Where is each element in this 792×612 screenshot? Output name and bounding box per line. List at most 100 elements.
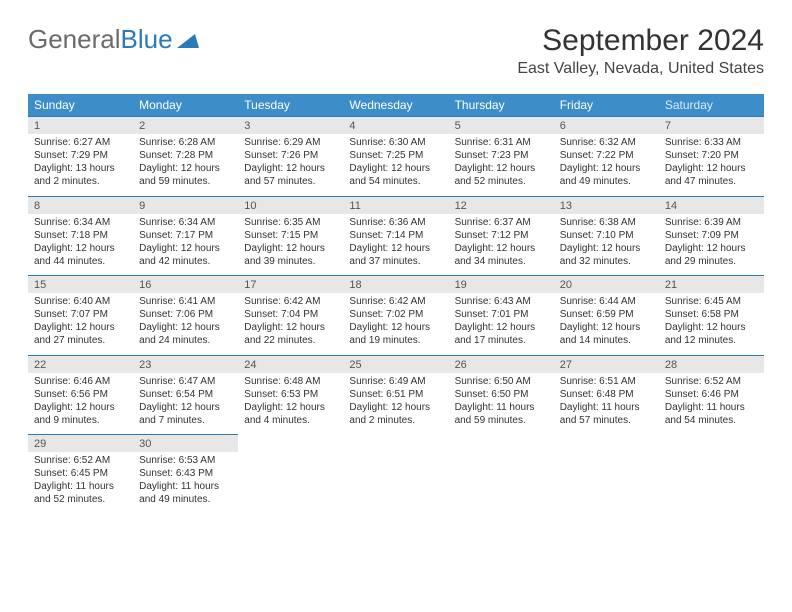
day-content: Sunrise: 6:42 AMSunset: 7:04 PMDaylight:… <box>238 293 343 355</box>
day-number: 2 <box>133 117 238 135</box>
week-content-row: Sunrise: 6:27 AMSunset: 7:29 PMDaylight:… <box>28 134 764 196</box>
sunrise-line: Sunrise: 6:32 AM <box>560 136 653 149</box>
day-content: Sunrise: 6:41 AMSunset: 7:06 PMDaylight:… <box>133 293 238 355</box>
empty-day-content <box>659 452 764 514</box>
day-content: Sunrise: 6:34 AMSunset: 7:18 PMDaylight:… <box>28 214 133 276</box>
sunrise-line: Sunrise: 6:48 AM <box>244 375 337 388</box>
sunrise-line: Sunrise: 6:30 AM <box>349 136 442 149</box>
sunrise-line: Sunrise: 6:42 AM <box>244 295 337 308</box>
day-header: Wednesday <box>343 94 448 117</box>
day-number: 23 <box>133 355 238 373</box>
sunrise-line: Sunrise: 6:46 AM <box>34 375 127 388</box>
sunset-line: Sunset: 7:17 PM <box>139 229 232 242</box>
daylight-line: Daylight: 12 hours and 24 minutes. <box>139 321 232 347</box>
daylight-line: Daylight: 12 hours and 29 minutes. <box>665 242 758 268</box>
logo-text-1: General <box>28 24 121 55</box>
empty-day-content <box>343 452 448 514</box>
day-content: Sunrise: 6:27 AMSunset: 7:29 PMDaylight:… <box>28 134 133 196</box>
day-number: 29 <box>28 435 133 453</box>
daylight-line: Daylight: 12 hours and 47 minutes. <box>665 162 758 188</box>
day-number: 26 <box>449 355 554 373</box>
daylight-line: Daylight: 12 hours and 39 minutes. <box>244 242 337 268</box>
day-number: 21 <box>659 276 764 294</box>
empty-day-number <box>343 435 448 453</box>
sunrise-line: Sunrise: 6:50 AM <box>455 375 548 388</box>
sunset-line: Sunset: 7:25 PM <box>349 149 442 162</box>
title-block: September 2024 East Valley, Nevada, Unit… <box>517 24 764 78</box>
week-daynum-row: 891011121314 <box>28 196 764 214</box>
sunset-line: Sunset: 7:23 PM <box>455 149 548 162</box>
sunset-line: Sunset: 6:58 PM <box>665 308 758 321</box>
sunset-line: Sunset: 7:28 PM <box>139 149 232 162</box>
day-number: 22 <box>28 355 133 373</box>
sunset-line: Sunset: 6:59 PM <box>560 308 653 321</box>
day-content: Sunrise: 6:32 AMSunset: 7:22 PMDaylight:… <box>554 134 659 196</box>
sunrise-line: Sunrise: 6:41 AM <box>139 295 232 308</box>
day-number: 9 <box>133 196 238 214</box>
day-number: 17 <box>238 276 343 294</box>
sunrise-line: Sunrise: 6:39 AM <box>665 216 758 229</box>
day-number: 14 <box>659 196 764 214</box>
empty-day-content <box>554 452 659 514</box>
sunset-line: Sunset: 7:06 PM <box>139 308 232 321</box>
daylight-line: Daylight: 12 hours and 7 minutes. <box>139 401 232 427</box>
day-content: Sunrise: 6:28 AMSunset: 7:28 PMDaylight:… <box>133 134 238 196</box>
empty-day-content <box>238 452 343 514</box>
day-number: 6 <box>554 117 659 135</box>
day-content: Sunrise: 6:42 AMSunset: 7:02 PMDaylight:… <box>343 293 448 355</box>
day-number: 30 <box>133 435 238 453</box>
daylight-line: Daylight: 11 hours and 54 minutes. <box>665 401 758 427</box>
week-daynum-row: 1234567 <box>28 117 764 135</box>
day-content: Sunrise: 6:46 AMSunset: 6:56 PMDaylight:… <box>28 373 133 435</box>
empty-day-number <box>238 435 343 453</box>
sunrise-line: Sunrise: 6:38 AM <box>560 216 653 229</box>
daylight-line: Daylight: 12 hours and 54 minutes. <box>349 162 442 188</box>
week-content-row: Sunrise: 6:52 AMSunset: 6:45 PMDaylight:… <box>28 452 764 514</box>
sunset-line: Sunset: 6:53 PM <box>244 388 337 401</box>
sunset-line: Sunset: 6:56 PM <box>34 388 127 401</box>
sunset-line: Sunset: 6:45 PM <box>34 467 127 480</box>
day-content: Sunrise: 6:39 AMSunset: 7:09 PMDaylight:… <box>659 214 764 276</box>
day-number: 1 <box>28 117 133 135</box>
day-content: Sunrise: 6:47 AMSunset: 6:54 PMDaylight:… <box>133 373 238 435</box>
daylight-line: Daylight: 12 hours and 12 minutes. <box>665 321 758 347</box>
daylight-line: Daylight: 11 hours and 59 minutes. <box>455 401 548 427</box>
sunrise-line: Sunrise: 6:29 AM <box>244 136 337 149</box>
day-content: Sunrise: 6:53 AMSunset: 6:43 PMDaylight:… <box>133 452 238 514</box>
sunset-line: Sunset: 7:15 PM <box>244 229 337 242</box>
sunrise-line: Sunrise: 6:40 AM <box>34 295 127 308</box>
sunrise-line: Sunrise: 6:51 AM <box>560 375 653 388</box>
daylight-line: Daylight: 12 hours and 19 minutes. <box>349 321 442 347</box>
empty-day-number <box>554 435 659 453</box>
day-content: Sunrise: 6:50 AMSunset: 6:50 PMDaylight:… <box>449 373 554 435</box>
daylight-line: Daylight: 12 hours and 9 minutes. <box>34 401 127 427</box>
daylight-line: Daylight: 12 hours and 42 minutes. <box>139 242 232 268</box>
week-content-row: Sunrise: 6:46 AMSunset: 6:56 PMDaylight:… <box>28 373 764 435</box>
day-number: 25 <box>343 355 448 373</box>
page-header: GeneralBlue September 2024 East Valley, … <box>0 0 792 86</box>
day-number: 10 <box>238 196 343 214</box>
logo-triangle-icon <box>177 24 199 55</box>
day-header: Tuesday <box>238 94 343 117</box>
daylight-line: Daylight: 12 hours and 59 minutes. <box>139 162 232 188</box>
empty-day-content <box>449 452 554 514</box>
daylight-line: Daylight: 13 hours and 2 minutes. <box>34 162 127 188</box>
sunset-line: Sunset: 7:09 PM <box>665 229 758 242</box>
sunrise-line: Sunrise: 6:47 AM <box>139 375 232 388</box>
week-daynum-row: 22232425262728 <box>28 355 764 373</box>
empty-day-number <box>449 435 554 453</box>
day-number: 5 <box>449 117 554 135</box>
sunset-line: Sunset: 7:22 PM <box>560 149 653 162</box>
sunset-line: Sunset: 7:01 PM <box>455 308 548 321</box>
sunset-line: Sunset: 7:26 PM <box>244 149 337 162</box>
week-content-row: Sunrise: 6:34 AMSunset: 7:18 PMDaylight:… <box>28 214 764 276</box>
day-header: Saturday <box>659 94 764 117</box>
sunrise-line: Sunrise: 6:52 AM <box>34 454 127 467</box>
day-content: Sunrise: 6:52 AMSunset: 6:45 PMDaylight:… <box>28 452 133 514</box>
week-daynum-row: 15161718192021 <box>28 276 764 294</box>
sunset-line: Sunset: 6:46 PM <box>665 388 758 401</box>
location-text: East Valley, Nevada, United States <box>517 60 764 78</box>
day-number: 20 <box>554 276 659 294</box>
daylight-line: Daylight: 11 hours and 57 minutes. <box>560 401 653 427</box>
day-number: 11 <box>343 196 448 214</box>
